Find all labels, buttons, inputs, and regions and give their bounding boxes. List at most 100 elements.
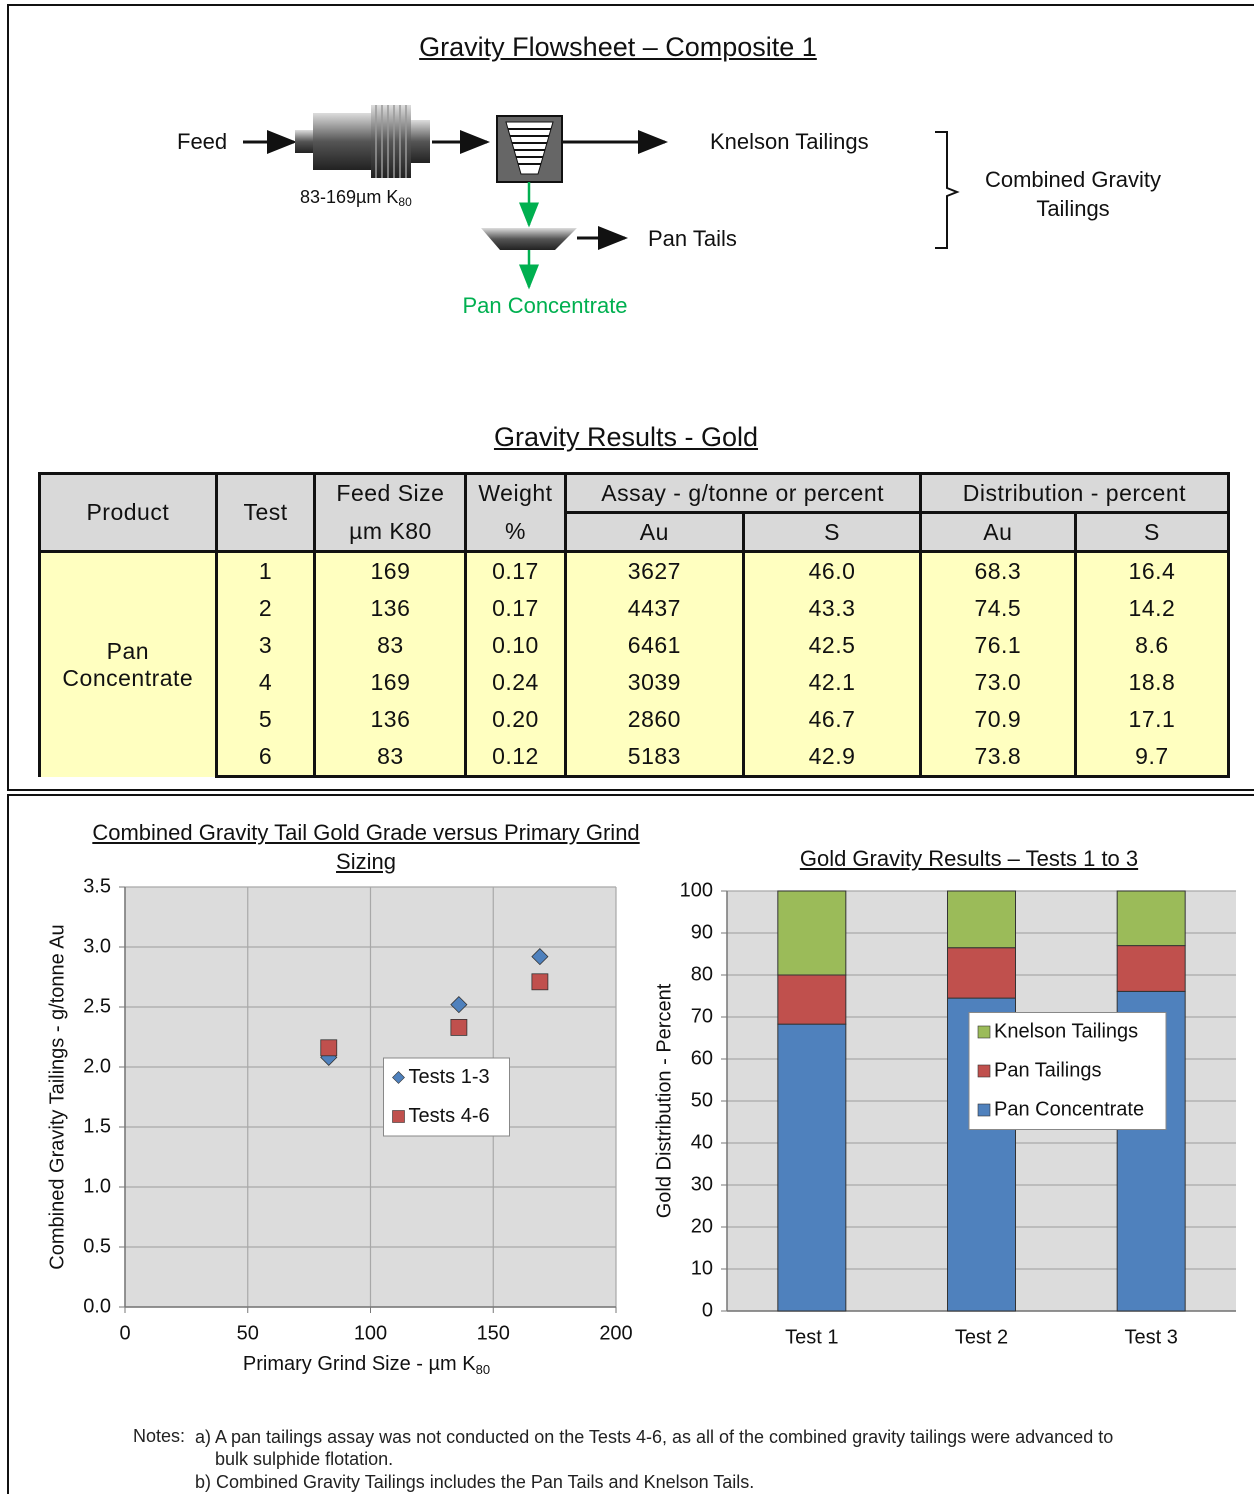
legend-marker xyxy=(392,1110,405,1123)
top-frame xyxy=(7,4,1254,791)
data-cell: 3627 xyxy=(563,551,746,590)
y-tick-label: 0 xyxy=(702,1299,713,1321)
y-tick-label: 90 xyxy=(691,921,713,943)
bar-segment xyxy=(1116,945,1186,992)
y-tick-label: 80 xyxy=(691,963,713,985)
y-tick-label: 50 xyxy=(691,1089,713,1111)
header-cell: Test xyxy=(214,472,317,553)
y-tick-label: 1.0 xyxy=(83,1175,111,1197)
y-tick-label: 60 xyxy=(691,1047,713,1069)
notes-label: Notes: xyxy=(133,1426,186,1446)
data-cell: 46.0 xyxy=(742,551,922,590)
point xyxy=(450,1019,468,1036)
data-cell: 4437 xyxy=(563,590,746,627)
legend-marker xyxy=(977,1103,991,1117)
bar-segment xyxy=(777,1023,847,1312)
data-cell: 136 xyxy=(313,590,468,627)
data-cell: 43.3 xyxy=(742,590,922,627)
x-tick-label: 0 xyxy=(119,1322,130,1344)
data-cell: 73.8 xyxy=(918,738,1077,778)
data-cell: 74.5 xyxy=(918,590,1077,627)
subheader-cell: µm K80 xyxy=(313,512,468,553)
data-cell: 42.9 xyxy=(742,738,922,778)
subheader-cell: S xyxy=(742,511,922,553)
header-cell: Distribution - percent xyxy=(918,472,1231,514)
point xyxy=(531,948,549,966)
x-axis-label-subscript: 80 xyxy=(476,1362,490,1377)
data-cell: 73.0 xyxy=(918,664,1077,701)
bar-segment xyxy=(777,974,847,1025)
y-tick-label: 20 xyxy=(691,1215,713,1237)
x-tick-label: Test 1 xyxy=(785,1326,838,1348)
legend-marker xyxy=(392,1071,405,1084)
note-b: b) Combined Gravity Tailings includes th… xyxy=(195,1472,755,1492)
y-tick-label: 10 xyxy=(691,1257,713,1279)
data-cell: 169 xyxy=(313,664,468,701)
x-tick-label: 200 xyxy=(599,1322,632,1344)
y-tick-label: 0.5 xyxy=(83,1235,111,1257)
header-cell: Assay - g/tonne or percent xyxy=(563,472,922,514)
data-cell: 3039 xyxy=(563,664,746,701)
x-tick-label: Test 3 xyxy=(1124,1326,1177,1348)
point xyxy=(450,996,468,1014)
grind-label: 83-169µm K80 xyxy=(300,187,412,209)
y-tick-label: 30 xyxy=(691,1173,713,1195)
data-cell: 42.5 xyxy=(742,627,922,664)
bar-segment xyxy=(777,890,847,976)
data-cell: 17.1 xyxy=(1073,701,1231,738)
x-axis-label-text: Primary Grind Size - µm K xyxy=(243,1353,476,1375)
data-cell: 76.1 xyxy=(918,627,1077,664)
header-cell: Weight xyxy=(464,472,567,513)
legend-marker xyxy=(977,1025,991,1039)
subheader-cell: Au xyxy=(918,511,1077,553)
data-cell: 46.7 xyxy=(742,701,922,738)
y-tick-label: 2.5 xyxy=(83,995,111,1017)
data-cell: 42.1 xyxy=(742,664,922,701)
header-cell: Feed Size xyxy=(313,472,468,513)
legend-box xyxy=(968,1012,1167,1130)
data-cell: 16.4 xyxy=(1073,551,1231,590)
legend-label: Pan Tailings xyxy=(994,1059,1101,1081)
data-cell: 68.3 xyxy=(918,551,1077,590)
data-cell: 9.7 xyxy=(1073,738,1231,778)
point xyxy=(320,1039,338,1057)
y-tick-label: 100 xyxy=(680,879,713,901)
feed-label: Feed xyxy=(177,129,228,154)
data-cell: 83 xyxy=(313,738,468,778)
data-cell: 5 xyxy=(214,701,317,738)
legend-label: Knelson Tailings xyxy=(994,1020,1138,1042)
y-tick-label: 3.5 xyxy=(83,875,111,897)
data-cell: 6 xyxy=(214,738,317,778)
product-cell: Pan Concentrate xyxy=(38,551,218,777)
y-tick-label: 0.0 xyxy=(83,1295,111,1317)
data-cell: 18.8 xyxy=(1073,664,1231,701)
y-axis-label: Combined Gravity Tailings - g/tonne Au xyxy=(46,924,68,1269)
data-cell: 6461 xyxy=(563,627,746,664)
legend-label: Tests 4-6 xyxy=(409,1105,490,1127)
data-cell: 4 xyxy=(214,664,317,701)
table-title: Gravity Results - Gold xyxy=(493,422,759,452)
bar-segment xyxy=(947,947,1016,999)
pan-concentrate-label: Pan Concentrate xyxy=(462,293,628,318)
data-cell: 1 xyxy=(214,551,317,590)
data-cell: 0.17 xyxy=(464,590,567,627)
flowsheet-diagram xyxy=(243,105,960,290)
legend-label: Tests 1-3 xyxy=(409,1066,490,1088)
combined-label: Combined Gravity Tailings xyxy=(984,167,1162,221)
subheader-cell: S xyxy=(1073,511,1231,553)
data-cell: 0.24 xyxy=(464,664,567,701)
pan-tails-label: Pan Tails xyxy=(648,226,737,251)
legend-marker xyxy=(977,1064,991,1078)
y-tick-label: 3.0 xyxy=(83,935,111,957)
data-cell: 0.20 xyxy=(464,701,567,738)
chart-title: Combined Gravity Tail Gold Grade versus … xyxy=(92,820,640,874)
y-tick-label: 40 xyxy=(691,1131,713,1153)
subheader-cell: Au xyxy=(563,511,746,553)
data-cell: 0.12 xyxy=(464,738,567,778)
data-cell: 5183 xyxy=(563,738,746,778)
data-cell: 14.2 xyxy=(1073,590,1231,627)
data-cell: 169 xyxy=(313,551,468,590)
x-axis-label: Primary Grind Size - µm K80 xyxy=(243,1353,490,1377)
